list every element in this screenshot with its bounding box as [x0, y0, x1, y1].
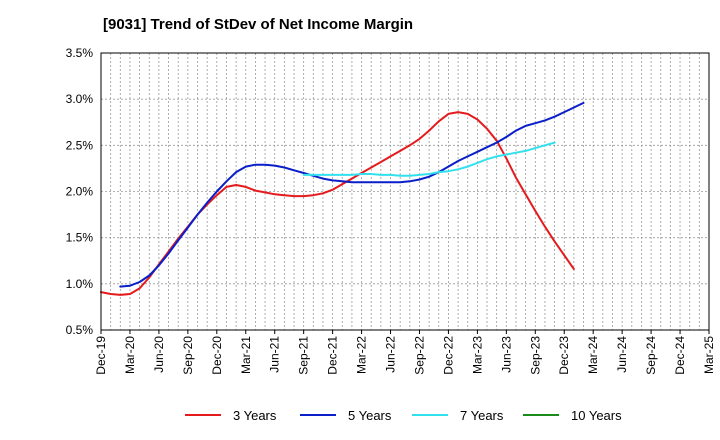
- y-tick-label: 1.0%: [66, 277, 94, 291]
- x-tick-label: Sep-24: [644, 336, 658, 375]
- x-tick-label: Sep-21: [297, 336, 311, 375]
- x-tick-label: Dec-24: [673, 336, 687, 375]
- series-line-5-years: [119, 101, 585, 288]
- legend-item-5-years: 5 Years: [300, 404, 391, 426]
- legend-item-10-years: 10 Years: [523, 404, 622, 426]
- legend-label-3-years: 3 Years: [233, 407, 277, 423]
- y-tick-label: 2.5%: [66, 138, 94, 152]
- x-axis-ticks: Dec-19 Mar-20 Jun-20 Sep-20 Dec-20 Mar-21 Jun-…: [94, 330, 716, 375]
- x-tick-label: Jun-21: [268, 336, 282, 373]
- legend-item-7-years: 7 Years: [412, 404, 503, 426]
- x-tick-label: Jun-20: [152, 336, 166, 373]
- chart-title: [9031] Trend of StDev of Net Income Marg…: [103, 16, 414, 33]
- x-tick-label: Mar-20: [123, 336, 137, 374]
- y-axis-ticks: 0.5% 1.0% 1.5% 2.0% 2.5% 3.0% 3.5%: [66, 46, 94, 337]
- series-line-7-years: [302, 141, 556, 177]
- x-tick-label: Mar-25: [702, 336, 716, 374]
- x-tick-label: Dec-20: [210, 336, 224, 375]
- plot-border: [100, 52, 710, 331]
- legend-swatch-3-years: [185, 414, 221, 416]
- y-tick-label: 1.5%: [66, 231, 94, 245]
- legend-label-7-years: 7 Years: [460, 407, 504, 423]
- x-tick-label: Sep-20: [181, 336, 195, 375]
- legend-swatch-5-years: [300, 414, 336, 416]
- x-tick-label: Mar-24: [586, 336, 600, 374]
- legend-item-3-years: 3 Years: [185, 404, 276, 426]
- x-tick-label: Dec-19: [94, 336, 108, 375]
- legend-label-5-years: 5 Years: [348, 407, 392, 423]
- legend-swatch-7-years: [412, 414, 448, 416]
- legend: 3 Years 5 Years 7 Years 10 Years: [0, 404, 720, 426]
- x-tick-label: Dec-21: [326, 336, 340, 375]
- x-tick-label: Sep-22: [412, 336, 426, 375]
- x-tick-label: Mar-23: [470, 336, 484, 374]
- x-tick-label: Jun-23: [499, 336, 513, 373]
- series-lines: [100, 101, 585, 296]
- x-tick-label: Jun-22: [384, 336, 398, 373]
- x-tick-label: Dec-23: [557, 336, 571, 375]
- x-tick-label: Sep-23: [528, 336, 542, 375]
- x-tick-label: Dec-22: [441, 336, 455, 375]
- x-tick-label: Mar-22: [355, 336, 369, 374]
- x-tick-label: Jun-24: [615, 336, 629, 373]
- y-tick-label: 3.0%: [66, 92, 94, 106]
- y-tick-label: 2.0%: [66, 185, 94, 199]
- y-tick-label: 0.5%: [66, 323, 94, 337]
- grid-lines: [101, 53, 709, 330]
- legend-swatch-10-years: [523, 414, 559, 416]
- y-tick-label: 3.5%: [66, 46, 94, 60]
- legend-label-10-years: 10 Years: [571, 407, 622, 423]
- x-tick-label: Mar-21: [239, 336, 253, 374]
